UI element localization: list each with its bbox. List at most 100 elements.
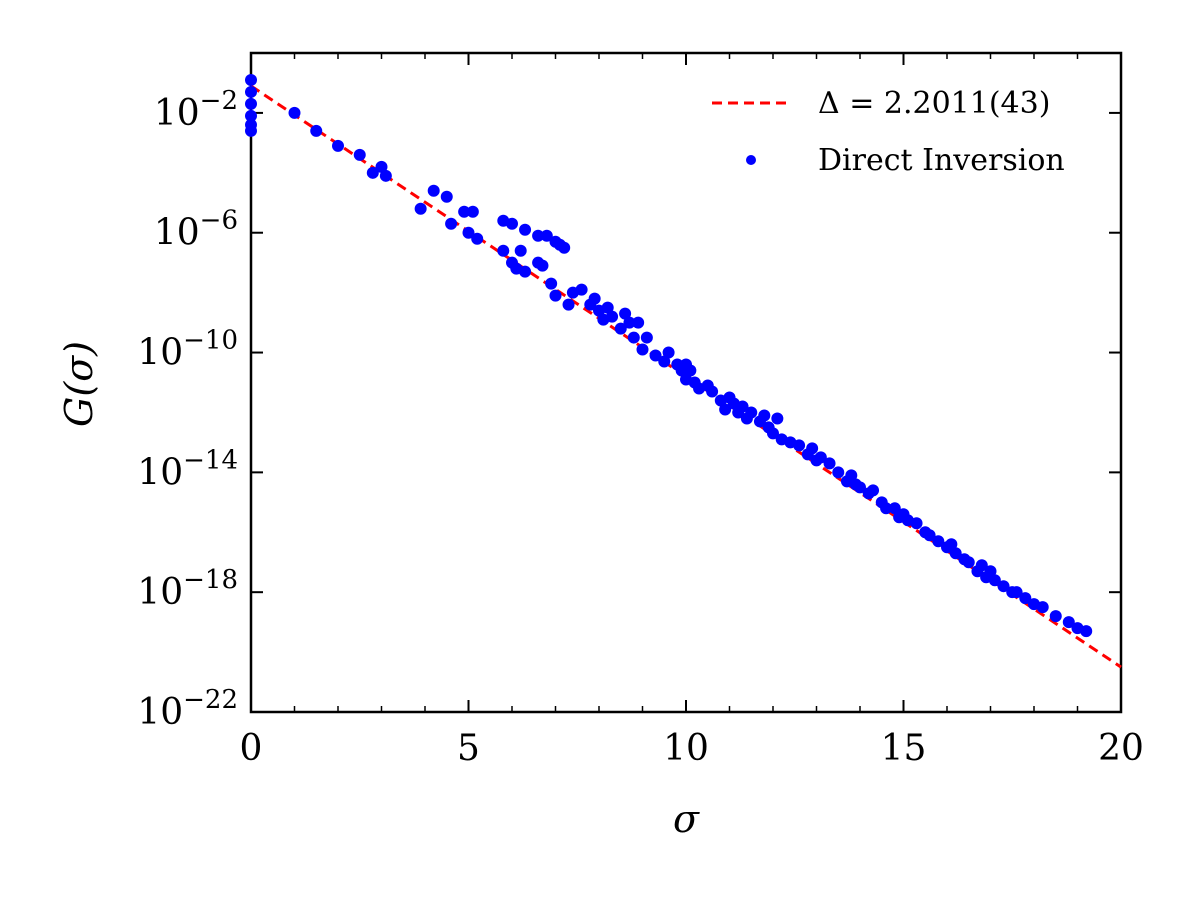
y-tick-label: 10−14	[137, 445, 238, 493]
data-point	[536, 259, 549, 272]
data-point	[771, 412, 784, 425]
data-point	[767, 427, 779, 440]
data-point	[619, 307, 632, 320]
data-point	[575, 283, 588, 296]
data-point	[549, 289, 562, 302]
data-point	[462, 226, 475, 239]
data-point	[353, 148, 366, 161]
y-tick-label: 10−6	[154, 206, 238, 254]
data-point	[684, 364, 697, 377]
data-point	[793, 439, 806, 452]
data-point	[288, 106, 301, 119]
data-point	[379, 169, 392, 182]
data-point	[245, 109, 257, 122]
data-point	[558, 241, 571, 254]
data-point	[988, 574, 1001, 587]
data-point	[1019, 592, 1032, 605]
legend-scatter-swatch	[746, 155, 756, 165]
y-axis-title: G(σ)	[57, 341, 101, 427]
data-point	[880, 502, 893, 515]
data-point	[445, 217, 458, 230]
data-point	[427, 184, 440, 197]
data-point	[1010, 586, 1023, 599]
data-point	[1036, 601, 1049, 614]
data-point	[497, 244, 510, 257]
data-point	[806, 442, 819, 455]
data-point	[245, 85, 257, 98]
data-point	[945, 538, 958, 551]
data-point	[532, 229, 545, 242]
data-point	[245, 97, 257, 110]
x-tick-label: 10	[663, 728, 709, 769]
y-tick-label: 10−2	[154, 86, 238, 134]
data-point	[658, 355, 671, 368]
data-point	[245, 124, 257, 137]
data-point	[736, 400, 749, 413]
data-point	[458, 205, 471, 218]
x-tick-label: 15	[881, 728, 927, 769]
data-point	[440, 190, 453, 203]
data-point	[745, 406, 758, 419]
data-point	[375, 160, 388, 173]
legend-scatter-label: Direct Inversion	[818, 143, 1065, 178]
data-point	[1062, 616, 1075, 629]
data-point	[867, 484, 880, 497]
legend-fit-label: Δ = 2.2011(43)	[818, 86, 1050, 121]
data-point	[923, 529, 936, 542]
data-point	[845, 469, 858, 482]
legend: Δ = 2.2011(43) Direct Inversion	[712, 86, 1065, 178]
y-tick-label: 10−18	[137, 565, 238, 613]
data-point	[640, 331, 653, 344]
data-point	[545, 277, 558, 290]
data-point	[562, 298, 575, 311]
data-point	[310, 124, 323, 137]
data-point	[962, 556, 975, 569]
x-tick-label: 5	[457, 728, 480, 769]
data-point	[471, 232, 484, 245]
data-point	[1080, 625, 1093, 638]
data-point	[949, 547, 962, 560]
data-point	[540, 229, 553, 242]
x-tick-label: 20	[1098, 728, 1144, 769]
data-point	[997, 580, 1010, 593]
data-point	[514, 244, 527, 257]
data-point	[366, 166, 379, 179]
data-point	[414, 202, 427, 215]
data-point	[466, 205, 479, 218]
data-point	[614, 322, 627, 335]
data-point	[332, 139, 344, 152]
data-point	[719, 403, 732, 416]
data-point	[601, 301, 614, 314]
data-point	[649, 349, 662, 362]
data-point	[832, 466, 845, 479]
tick-labels: 0 5 10 15 20 10−22 10−18 10−14 10−10 10−6 10−2	[137, 86, 1144, 769]
data-point	[823, 457, 836, 470]
data-point	[932, 535, 945, 548]
data-point	[1049, 610, 1062, 623]
data-point	[506, 217, 518, 230]
data-point	[910, 517, 923, 530]
data-point	[888, 502, 901, 515]
data-point	[636, 343, 649, 356]
data-point	[519, 265, 532, 278]
data-point	[854, 481, 866, 494]
data-point	[984, 565, 997, 578]
data-point	[632, 316, 645, 329]
ticks	[250, 53, 1122, 713]
data-point	[975, 559, 988, 572]
data-point	[623, 316, 636, 329]
data-point	[606, 310, 619, 323]
data-point	[662, 346, 675, 359]
y-tick-label: 10−10	[137, 326, 238, 374]
data-point	[627, 331, 640, 344]
y-tick-label: 10−22	[137, 685, 238, 733]
data-point	[245, 73, 257, 86]
data-point	[814, 451, 827, 464]
x-tick-label: 0	[240, 728, 263, 769]
data-point	[706, 385, 719, 398]
data-point	[519, 223, 532, 236]
scatter-points	[245, 73, 1093, 638]
x-axis-title: σ	[673, 797, 700, 841]
data-point	[588, 292, 601, 305]
